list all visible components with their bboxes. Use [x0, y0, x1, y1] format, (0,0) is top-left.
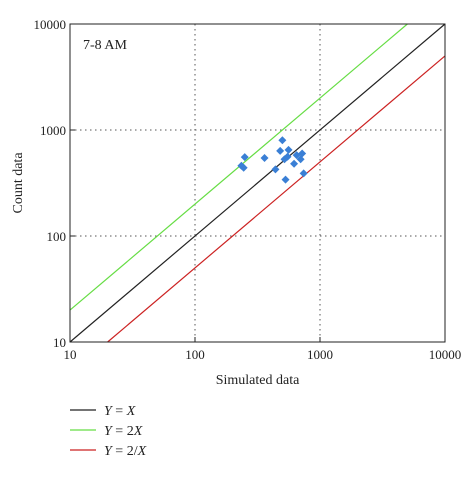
y-axis-title: Count data: [11, 152, 26, 214]
grid: [70, 24, 445, 342]
legend-label-rhs: X: [137, 444, 147, 459]
data-point-12: [290, 159, 299, 168]
legend-label-eq: = 2/: [112, 444, 138, 459]
x-tick-label-2: 100: [185, 347, 205, 362]
plot-frame: [69, 23, 446, 343]
plot-annotation: 7-8 AM: [83, 38, 128, 53]
data-point-16: [299, 169, 308, 178]
data-point-3: [240, 153, 249, 162]
legend-label-rhs: X: [133, 424, 143, 439]
x-tick-label-1: 10: [64, 347, 77, 362]
legend-label-rhs: X: [126, 404, 136, 419]
legend-label-lhs: Y: [104, 404, 114, 419]
y-tick-label-2: 100: [47, 229, 67, 244]
legend: Y = XY = 2XY = 2/X: [70, 404, 147, 459]
data-point-10: [283, 152, 292, 161]
legend-label-2: Y = 2X: [104, 424, 143, 439]
data-point-2: [239, 163, 248, 172]
y-tick-label-1: 10: [53, 335, 66, 350]
data-point-4: [260, 153, 269, 162]
legend-label-eq: = 2: [112, 424, 134, 439]
x-tick-label-4: 10000: [429, 347, 462, 362]
data-point-15: [298, 149, 307, 158]
legend-label-lhs: Y: [104, 444, 114, 459]
legend-label-lhs: Y: [104, 424, 114, 439]
data-point-5: [271, 165, 280, 174]
y-tick-label-3: 1000: [40, 123, 66, 138]
data-points: [237, 136, 308, 184]
x-tick-label-3: 1000: [307, 347, 333, 362]
reference-line-3: [107, 55, 446, 343]
legend-label-eq: =: [112, 404, 127, 419]
legend-label-1: Y = X: [104, 404, 136, 419]
y-tick-label-4: 10000: [34, 17, 67, 32]
data-point-9: [281, 175, 290, 184]
data-point-7: [278, 136, 287, 145]
reference-line-1: [69, 23, 446, 343]
data-point-14: [296, 155, 305, 164]
legend-label-3: Y = 2/X: [104, 444, 147, 459]
reference-lines: [69, 23, 446, 343]
data-point-11: [284, 145, 293, 154]
x-axis-title: Simulated data: [216, 373, 300, 388]
data-point-6: [276, 146, 285, 155]
axis-ticks: 10 100 1000 10000 10 100 1000 10000: [34, 17, 462, 362]
